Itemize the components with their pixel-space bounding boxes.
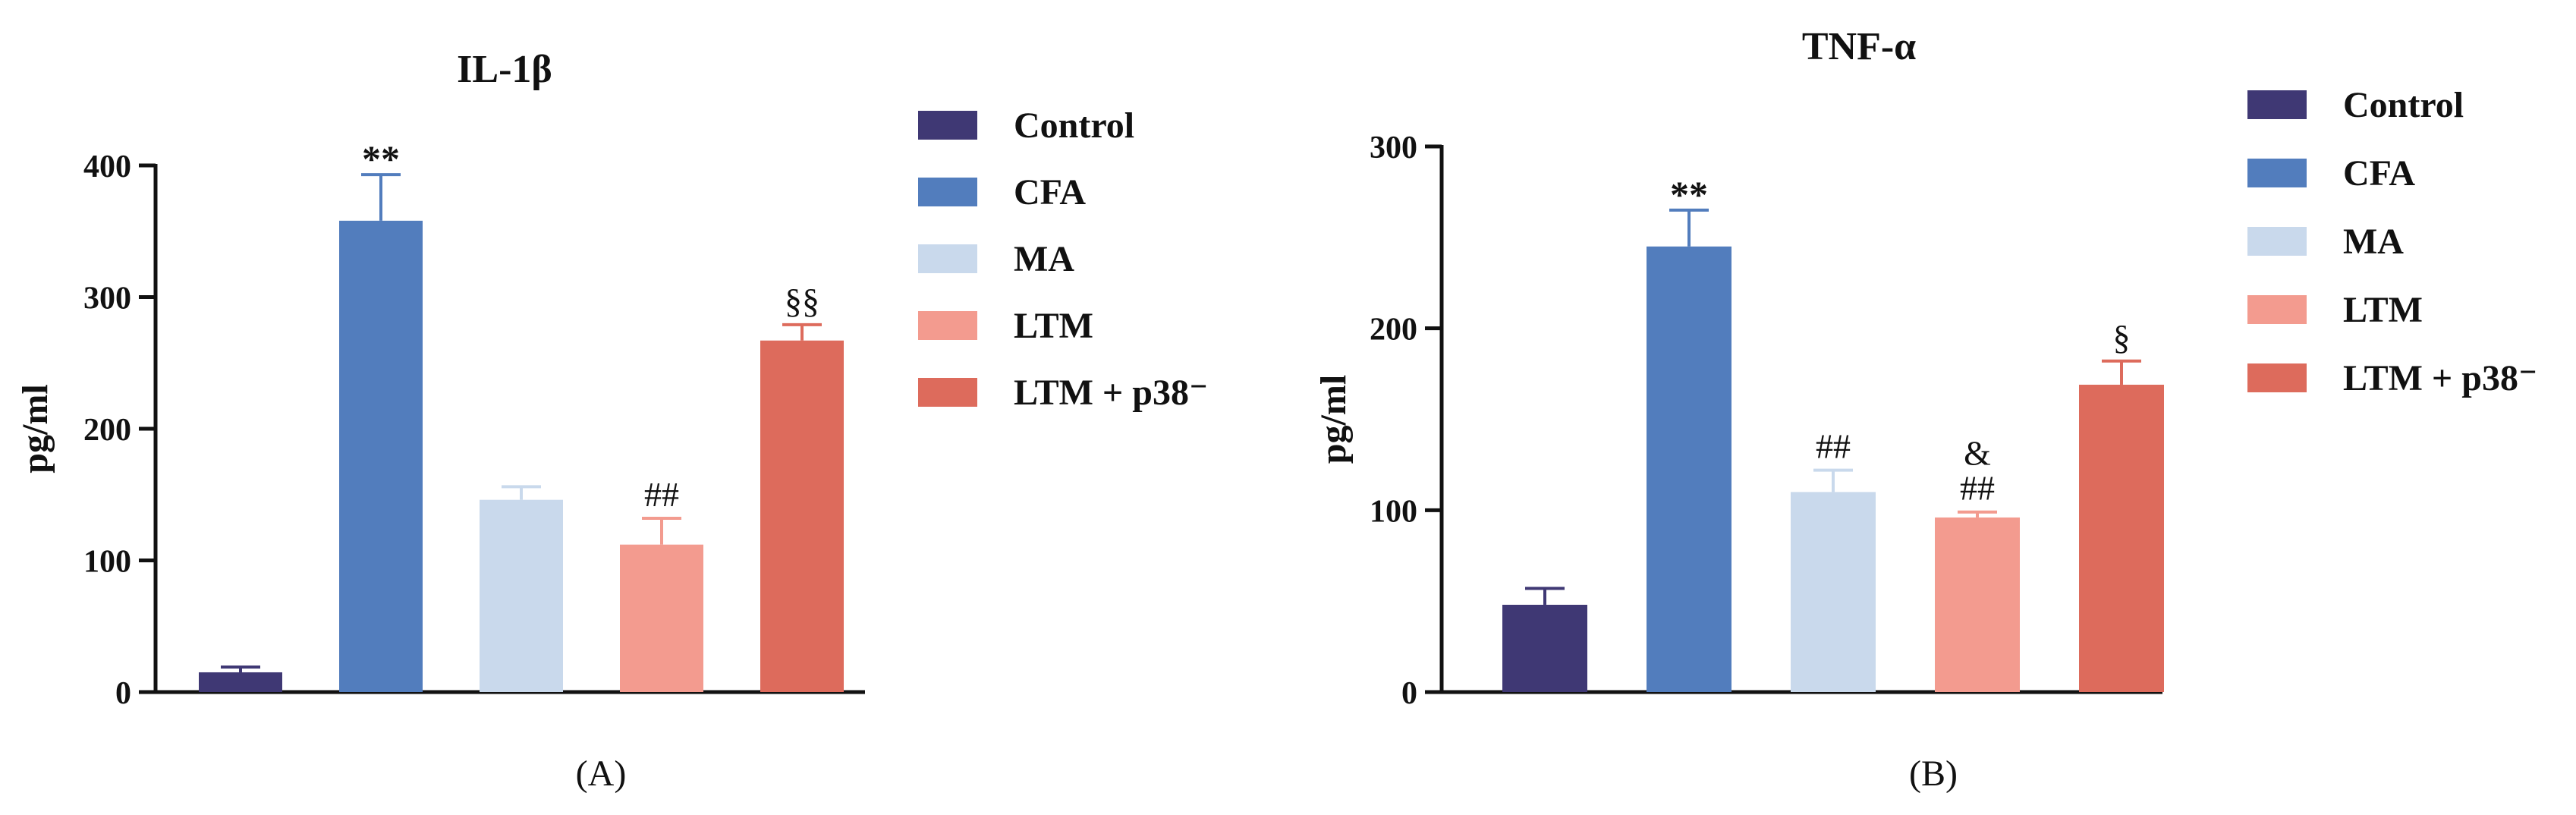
- legend-label: LTM + p38⁻: [2343, 358, 2537, 398]
- y-tick-label: 100: [83, 545, 131, 580]
- legend-label: MA: [2343, 222, 2404, 262]
- legend-swatch: [2247, 159, 2307, 187]
- y-tick-label: 100: [1370, 494, 1417, 529]
- bar-ltm-p38: [2079, 384, 2164, 692]
- significance-mark: §: [2113, 318, 2131, 357]
- panel-a-il1b: IL-1β pg/ml 0 100 200 300 400 ** ## §§ Control CFA M…: [15, 48, 1208, 794]
- legend-swatch: [918, 311, 977, 340]
- legend-label: MA: [1014, 239, 1074, 279]
- legend-swatch: [2247, 295, 2307, 324]
- y-axis-label: pg/ml: [15, 384, 55, 473]
- legend-label: CFA: [1014, 172, 1086, 212]
- bar-control: [1502, 604, 1587, 692]
- legend-swatch: [2247, 90, 2307, 119]
- significance-mark: ##: [1960, 469, 1995, 508]
- significance-mark: **: [362, 137, 400, 180]
- bar-ltm: [1935, 517, 2020, 692]
- significance-mark: §§: [785, 282, 819, 320]
- y-axis-label: pg/ml: [1313, 375, 1354, 464]
- bar-ma: [480, 499, 563, 692]
- panel-label: (A): [576, 754, 627, 794]
- bar-ma: [1791, 492, 1876, 692]
- legend-label: CFA: [2343, 153, 2415, 194]
- legend-label: LTM: [1014, 306, 1093, 346]
- legend-swatch: [918, 244, 977, 273]
- y-tick-label: 300: [1370, 131, 1417, 165]
- significance-mark: **: [1670, 173, 1708, 216]
- chart-title: TNF-α: [1802, 25, 1916, 68]
- y-tick-label: 0: [1401, 676, 1417, 711]
- legend-swatch: [2247, 363, 2307, 392]
- legend-swatch: [918, 178, 977, 206]
- bar-ltm-p38: [760, 340, 844, 692]
- legend-label: Control: [2343, 85, 2464, 125]
- legend-swatch: [918, 378, 977, 407]
- legend-label: Control: [1014, 105, 1134, 146]
- bar-cfa: [339, 220, 423, 692]
- significance-mark: ##: [1816, 427, 1851, 466]
- y-tick-label: 400: [83, 149, 131, 184]
- y-tick-label: 200: [1370, 313, 1417, 348]
- y-tick-label: 300: [83, 282, 131, 316]
- bar-cfa: [1647, 246, 1731, 693]
- significance-mark: &: [1964, 434, 1991, 473]
- bar-control: [199, 672, 282, 692]
- significance-mark: ##: [644, 475, 679, 514]
- legend-label: LTM + p38⁻: [1014, 373, 1208, 413]
- legend-swatch: [2247, 227, 2307, 256]
- legend-label: LTM: [2343, 290, 2423, 330]
- y-tick-label: 0: [115, 676, 131, 711]
- chart-title: IL-1β: [457, 48, 552, 91]
- panel-label: (B): [1909, 754, 1958, 794]
- y-tick-label: 200: [83, 413, 131, 448]
- bar-ltm: [620, 544, 703, 692]
- legend-swatch: [918, 111, 977, 140]
